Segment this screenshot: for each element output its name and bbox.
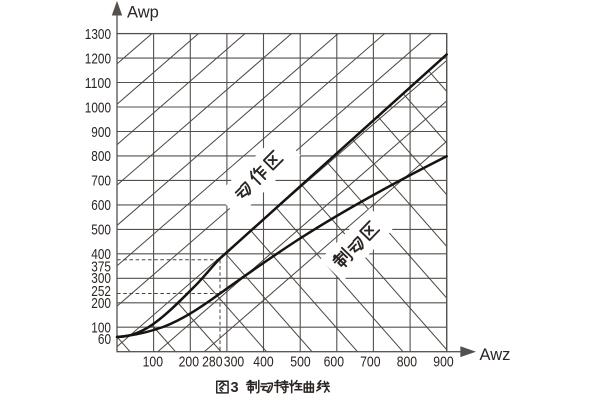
svg-text:Awz: Awz	[480, 346, 511, 364]
svg-text:1200: 1200	[85, 50, 111, 67]
svg-text:280: 280	[202, 354, 222, 371]
svg-text:700: 700	[91, 173, 111, 190]
svg-text:900: 900	[91, 124, 111, 141]
svg-text:400: 400	[253, 354, 273, 371]
svg-text:1000: 1000	[85, 99, 111, 116]
svg-text:500: 500	[91, 222, 111, 239]
svg-text:600: 600	[324, 354, 344, 371]
svg-text:800: 800	[91, 148, 111, 165]
svg-text:1300: 1300	[85, 26, 111, 43]
svg-text:200: 200	[179, 354, 199, 371]
svg-text:100: 100	[91, 320, 111, 337]
svg-text:500: 500	[290, 354, 310, 371]
svg-text:60: 60	[98, 331, 111, 348]
svg-text:400: 400	[91, 246, 111, 263]
svg-text:700: 700	[360, 354, 380, 371]
svg-text:100: 100	[143, 354, 163, 371]
svg-text:3: 3	[231, 380, 239, 396]
svg-text:600: 600	[91, 197, 111, 214]
svg-text:Awp: Awp	[127, 4, 159, 22]
svg-text:375: 375	[91, 258, 111, 275]
svg-text:800: 800	[397, 354, 417, 371]
svg-text:200: 200	[91, 295, 111, 312]
svg-text:1100: 1100	[85, 75, 111, 92]
svg-text:300: 300	[91, 270, 111, 287]
svg-text:900: 900	[433, 354, 453, 371]
svg-text:252: 252	[91, 283, 111, 300]
svg-text:300: 300	[224, 354, 244, 371]
